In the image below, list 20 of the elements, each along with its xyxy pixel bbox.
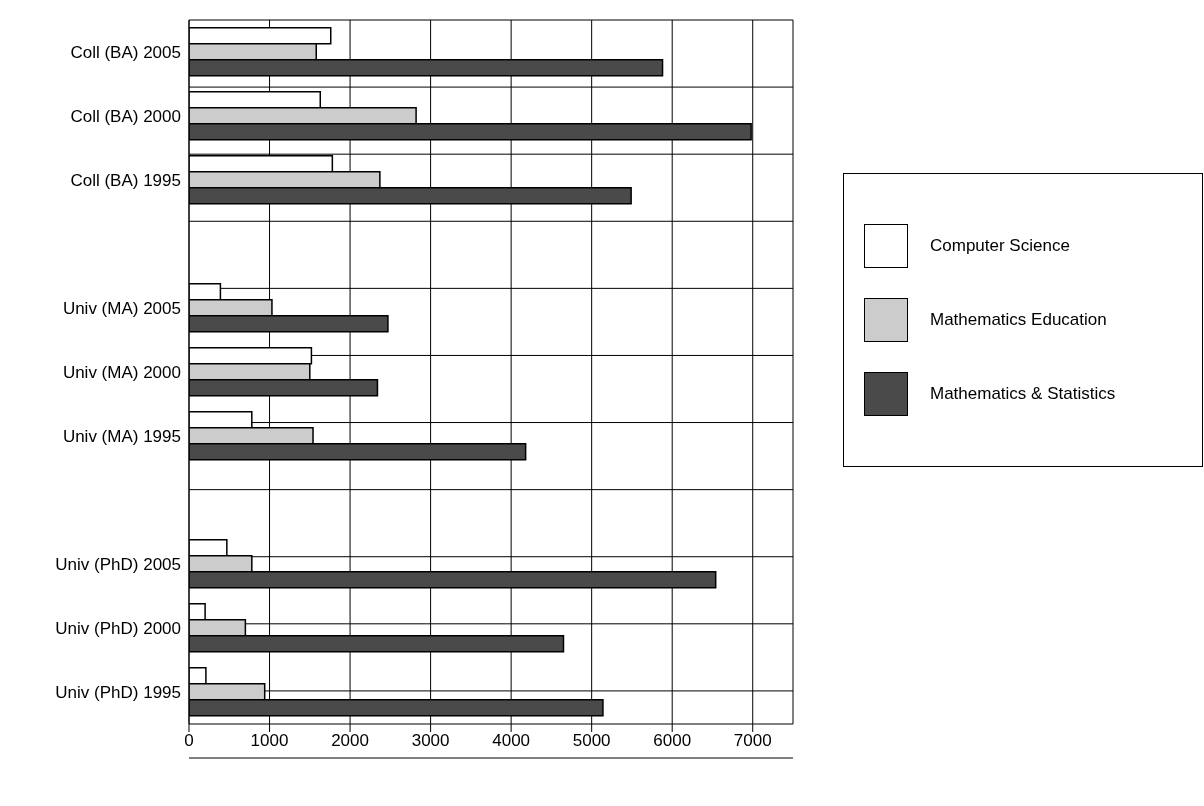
text: Mathematics Education [930,310,1107,330]
text: Computer Science [930,236,1070,256]
x-tick-label: 6000 [653,731,692,751]
y-tick-label: Univ (MA) 2005 [62,299,181,319]
y-tick-label: Univ (PhD) 2000 [55,619,181,639]
text: Mathematics & Statistics [930,384,1116,404]
y-tick-label: Coll (BA) 2000 [70,107,181,127]
x-tick-label: 4000 [492,731,531,751]
y-tick-label: Coll (BA) 2005 [70,43,181,63]
y-tick-label: Univ (MA) 1995 [62,427,181,447]
x-tick-label: 0 [184,731,194,751]
x-tick-label: 1000 [250,731,289,751]
y-tick-label: Univ (PhD) 1995 [55,683,181,703]
x-tick-label: 3000 [411,731,450,751]
x-tick-label: 7000 [733,731,772,751]
x-tick-label: 2000 [331,731,369,751]
y-tick-label: Coll (BA) 1995 [70,171,181,191]
y-tick-label: Univ (MA) 2000 [62,363,181,383]
y-tick-label: Univ (PhD) 2005 [55,555,181,575]
x-tick-label: 5000 [572,731,611,751]
